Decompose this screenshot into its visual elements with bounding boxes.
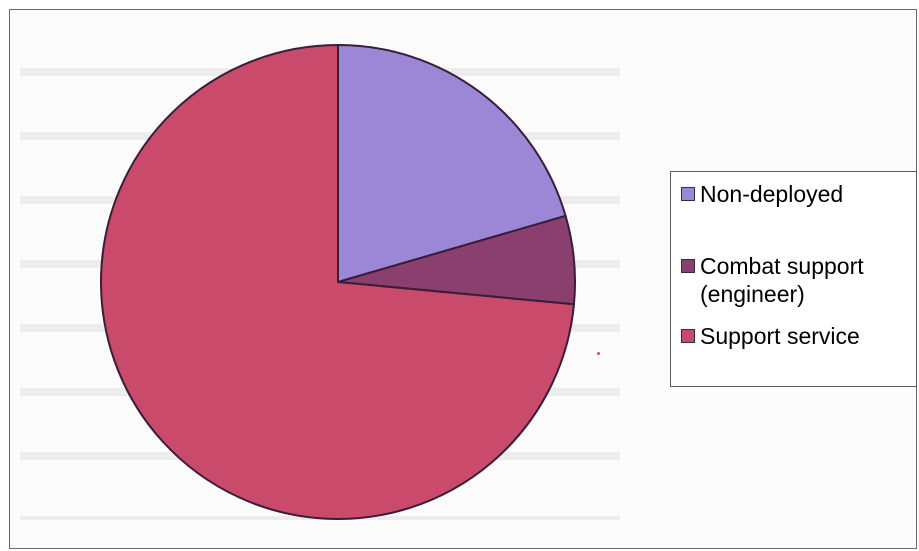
stray-mark	[597, 352, 600, 355]
pie-slice-2	[100, 43, 576, 520]
legend-label: Non-deployed	[700, 181, 844, 207]
chart-legend: Non-deployed Combat support (engineer) S…	[670, 171, 917, 387]
legend-label: Combat support (engineer)	[700, 253, 864, 307]
legend-swatch-combat-support	[681, 259, 695, 273]
pie-slice-0	[337, 43, 567, 284]
legend-item-non-deployed: Non-deployed	[681, 180, 843, 208]
legend-swatch-support-service	[681, 329, 695, 343]
legend-item-combat-support: Combat support (engineer)	[681, 252, 864, 308]
legend-swatch-non-deployed	[681, 187, 695, 201]
legend-label: Support service	[700, 323, 860, 349]
legend-item-support-service: Support service	[681, 322, 860, 350]
